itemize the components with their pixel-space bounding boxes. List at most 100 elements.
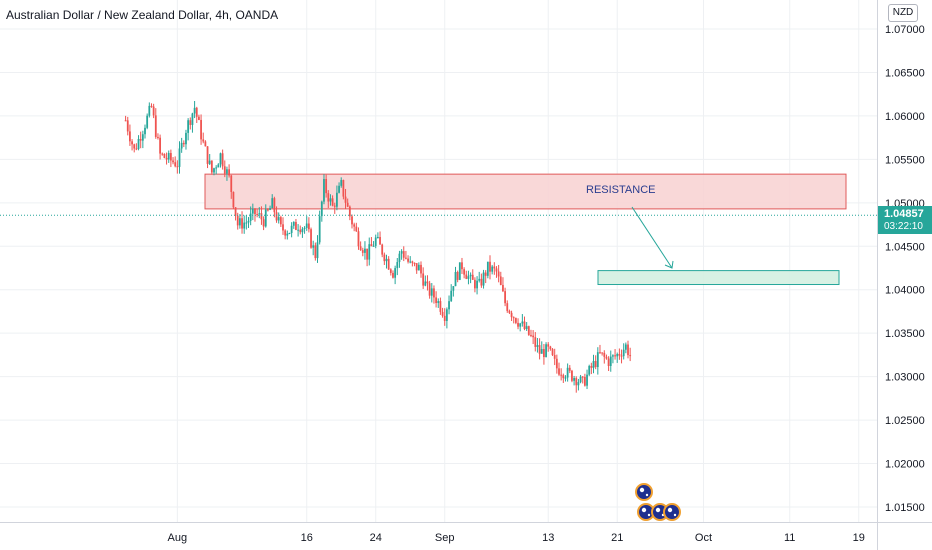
candle-body [549,346,552,350]
candle-body [318,216,321,243]
candle-body [622,349,625,357]
candle-body [499,276,502,285]
candle-body [571,370,573,381]
candle-body [586,374,588,386]
candle-body [627,344,629,356]
candle-body [478,278,481,281]
candle-body [348,206,351,217]
y-tick-label: 1.07000 [885,24,925,36]
candle-body [135,148,138,150]
current-price-tag: 1.04857 03:22:10 [878,206,932,234]
candle-body [260,213,263,220]
candle-body [616,353,619,357]
candle-body [484,272,487,276]
candle-body [223,166,226,174]
au-flag-icon[interactable] [635,483,653,501]
time-axis[interactable]: Aug1624Sep1321Oct1119No [0,522,932,545]
candle-body [398,253,401,263]
resistance-zone [204,173,847,210]
candle-body [420,264,422,274]
chart-grid [0,0,877,522]
candle-body [290,225,293,233]
bar-countdown: 03:22:10 [884,221,923,232]
candle-body [521,321,524,324]
candle-body [200,119,202,140]
candle-body [372,245,375,247]
candle-body [167,153,170,160]
candle-body [195,107,198,117]
candle-body [579,376,582,383]
y-tick-label: 1.04500 [885,241,925,253]
candle-body [176,166,179,168]
candle-body [264,209,267,227]
candle-body [428,283,431,296]
candle-body [452,286,455,291]
candle-body [441,311,444,316]
candle-body [174,162,177,167]
candle-body [568,367,571,371]
candle-body [445,309,448,321]
candle-body [361,250,364,253]
candle-body [409,261,412,263]
candle-body [204,141,207,147]
candle-body [607,358,610,366]
x-tick-label: 21 [611,532,623,544]
candle-body [394,268,397,278]
candle-body [301,228,304,233]
candle-body [157,136,159,138]
economic-events[interactable] [635,483,681,521]
candle-body [364,248,366,253]
candle-body [316,242,319,259]
candle-body [443,315,446,321]
candle-body [146,115,149,128]
candle-body [396,262,399,269]
x-tick-label: Oct [695,532,712,544]
chart-zones [204,173,847,286]
candle-body [243,222,246,229]
candle-body [256,214,259,216]
candle-body [551,349,554,356]
candle-body [228,169,230,176]
y-tick-label: 1.02500 [885,415,925,427]
candle-body [573,378,575,381]
price-axis[interactable]: 1.070001.065001.060001.055001.050001.045… [877,0,932,550]
candle-body [338,185,340,193]
candle-body [271,198,274,209]
candle-body [359,246,362,251]
candle-body [191,113,194,125]
candle-body [150,105,153,107]
arrow-head [664,260,674,269]
candle-body [129,131,131,142]
candle-body [180,142,183,149]
candle-body [303,227,306,229]
candle-body [189,120,192,125]
candle-body [381,244,384,255]
price-axis-bg [877,0,932,550]
candle-body [236,215,239,226]
candle-body [489,261,491,272]
y-tick-label: 1.06000 [885,111,925,123]
candle-body [217,164,220,168]
candle-body [497,271,500,277]
candle-body [307,223,310,230]
x-tick-label: 13 [542,532,554,544]
nz-flag-icon[interactable] [663,503,681,521]
candle-body [320,201,323,217]
candle-body [215,167,218,169]
candle-body [323,179,325,202]
candle-body [614,355,616,357]
candle-body [532,335,535,338]
candle-body [517,322,519,327]
candle-body [351,216,353,225]
candle-body [458,262,461,280]
candle-body [279,217,282,225]
candle-body [187,120,190,133]
candle-body [370,244,373,247]
candle-body [282,224,284,231]
currency-badge[interactable]: NZD [888,4,918,22]
candle-body [344,196,347,203]
candle-body [277,217,280,221]
candle-body [312,245,315,248]
candle-body [407,258,409,262]
